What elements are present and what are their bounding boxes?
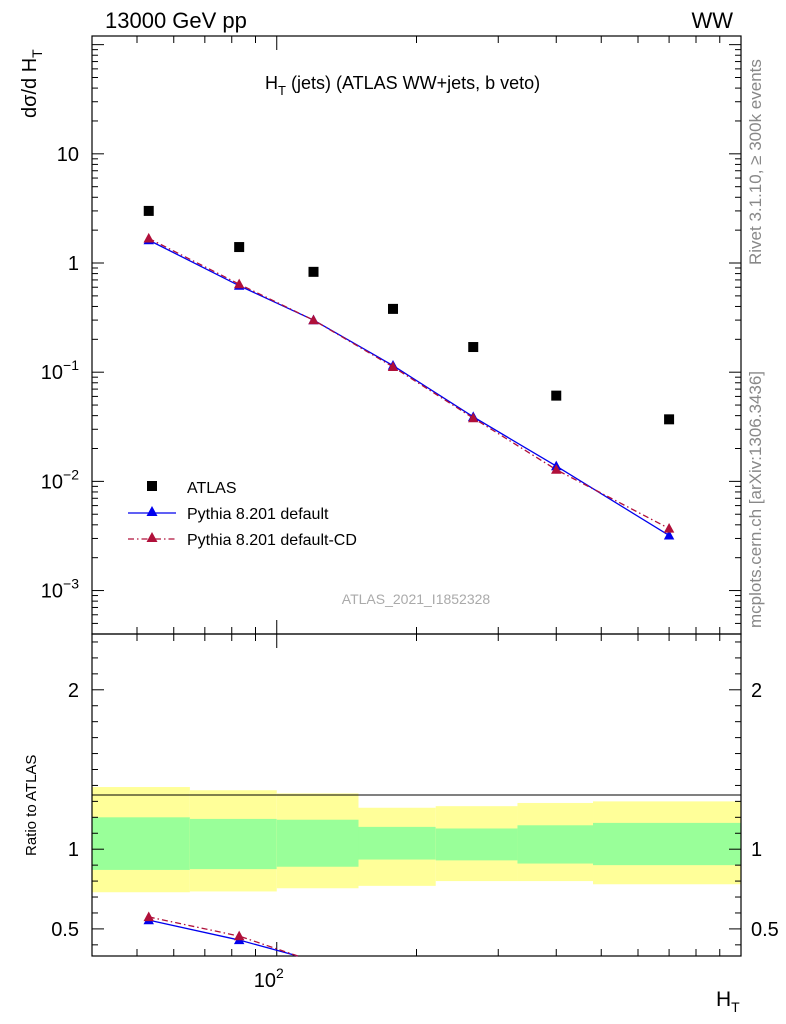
- ratio-band-inner: [593, 822, 741, 866]
- data-point-atlas: [234, 242, 245, 253]
- process-label: WW: [691, 8, 733, 33]
- x-axis-label: HT: [716, 988, 740, 1015]
- ratio-tick-label-left: 1: [68, 839, 79, 861]
- ratio-tick-label-left: 2: [68, 680, 79, 702]
- main-y-axis-label: dσ/d HT: [19, 49, 45, 118]
- ratio-y-axis: 0.5 0.5 1 1 2 2: [51, 641, 779, 946]
- data-point-atlas: [388, 303, 399, 314]
- y-tick-label: 10: [57, 144, 79, 166]
- ratio-band-inner: [189, 818, 277, 870]
- y-tick-label: 10−1: [41, 357, 79, 384]
- data-point-pythia-8-201-default-cd: [143, 232, 154, 243]
- data-point-atlas: [468, 342, 479, 353]
- data-point-pythia-8-201-default: [663, 529, 675, 540]
- legend-marker-pythia-default-cd: [146, 532, 158, 542]
- ratio-line-pythia-8-201-default: [148, 919, 298, 957]
- ratio-band-inner: [358, 826, 436, 860]
- ratio-tick-label-right: 0.5: [751, 919, 779, 941]
- data-point-pythia-8-201-default-cd: [551, 464, 562, 474]
- data-point-pythia-8-201-default-cd: [663, 523, 675, 533]
- rivet-version-label: Rivet 3.1.10, ≥ 300k events: [746, 59, 765, 265]
- ratio-series: [143, 911, 298, 957]
- ratio-line-pythia-8-201-default-cd: [148, 916, 298, 957]
- ratio-band-inner: [517, 825, 594, 864]
- mcplots-reference-label: mcplots.cern.ch [arXiv:1306.3436]: [746, 371, 765, 628]
- legend-marker-pythia-default: [146, 506, 158, 516]
- data-point-pythia-8-201-default-cd: [308, 314, 319, 325]
- ratio-y-axis-label: Ratio to ATLAS: [23, 755, 40, 856]
- ratio-point-pythia-8-201-default-cd: [143, 911, 154, 922]
- main-y-axis: 10−3 10−2 10−1 1 10: [41, 44, 741, 635]
- legend-marker-atlas: [147, 481, 157, 491]
- data-point-pythia-8-201-default-cd: [233, 278, 245, 289]
- y-tick-label: 10−3: [41, 576, 79, 603]
- ratio-tick-label-left: 0.5: [51, 919, 79, 941]
- ratio-band-inner: [92, 817, 190, 870]
- legend-label-pythia-default-cd: Pythia 8.201 default-CD: [187, 532, 357, 549]
- analysis-id-label: ATLAS_2021_I1852328: [342, 591, 491, 607]
- legend-label-atlas: ATLAS: [187, 480, 237, 497]
- data-point-atlas: [551, 390, 562, 401]
- x-tick-label: 102: [254, 965, 284, 992]
- data-point-pythia-8-201-default-cd: [387, 361, 399, 371]
- x-axis: 102: [91, 36, 742, 992]
- ratio-point-pythia-8-201-default-cd: [233, 930, 245, 941]
- ratio-band-inner: [276, 819, 359, 867]
- y-tick-label: 1: [68, 253, 79, 275]
- data-point-pythia-8-201-default-cd: [468, 412, 479, 423]
- beam-label: 13000 GeV pp: [105, 8, 247, 33]
- legend: ATLAS Pythia 8.201 default Pythia 8.201 …: [128, 480, 357, 549]
- ratio-bands: [92, 787, 741, 893]
- main-series: [143, 205, 675, 540]
- ratio-tick-label-right: 1: [751, 839, 762, 861]
- legend-label-pythia-default: Pythia 8.201 default: [187, 506, 329, 523]
- ratio-band-inner: [435, 828, 518, 861]
- data-point-atlas: [664, 414, 675, 425]
- y-tick-label: 10−2: [41, 466, 79, 493]
- plot-title: HT (jets) (ATLAS WW+jets, b veto): [265, 73, 540, 98]
- ratio-tick-label-right: 2: [751, 680, 762, 702]
- data-point-atlas: [143, 205, 154, 216]
- data-point-atlas: [308, 266, 319, 277]
